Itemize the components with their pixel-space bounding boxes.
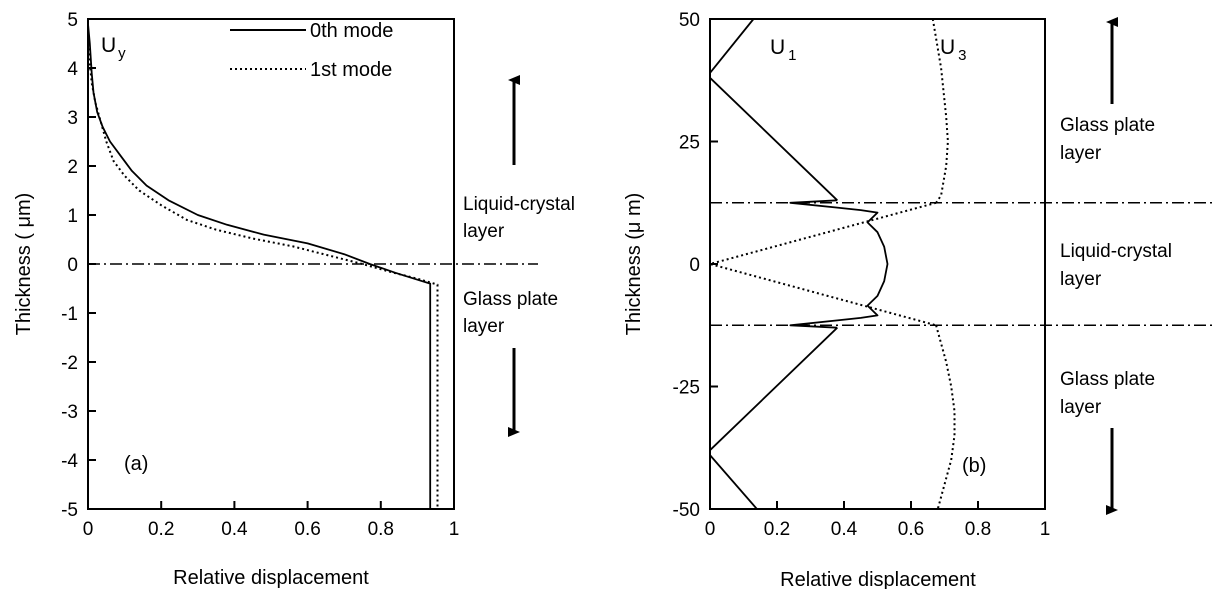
a-y-tick-label: 5 <box>67 10 78 31</box>
a-y-tick-label: -1 <box>61 304 78 325</box>
b-x-tick-label: 0.6 <box>898 519 924 540</box>
b-x-tick-label: 0.8 <box>965 519 991 540</box>
a-panel-label: (a) <box>124 453 148 475</box>
a-series-1st-mode-line-0 <box>87 43 439 509</box>
b-series-u1-line-1 <box>709 77 838 201</box>
b-plot-frame <box>709 18 1046 510</box>
a-y-tick-label: 4 <box>67 59 78 80</box>
b-x-tick-label: 1 <box>1040 519 1051 540</box>
a-y-tick-label: -2 <box>61 353 78 374</box>
b-y-tick-label: 25 <box>679 133 700 154</box>
b-panel-label: (b) <box>962 455 986 477</box>
b-x-axis-title: Relative displacement <box>780 569 976 589</box>
b-reference-lines <box>710 202 1213 326</box>
b-curves <box>709 18 956 510</box>
a-y-tick-label: 0 <box>67 255 78 276</box>
a-ticks: 0 0.2 0.4 0.6 0.8 1 5 4 3 2 1 0 -1 -2 -3 -4 -5 <box>61 10 459 540</box>
a-x-tick-label: 0.6 <box>294 519 320 540</box>
b-annotation-liquid-crystal: Liquid-crystal layer <box>1060 241 1177 290</box>
a-y-tick-label: -3 <box>61 402 78 423</box>
a-y-tick-label: 3 <box>67 108 78 129</box>
a-y-tick-label: -4 <box>61 451 78 472</box>
b-series-u1-line-0 <box>709 18 755 74</box>
a-curves <box>87 23 439 509</box>
b-y-tick-label: 50 <box>679 10 700 31</box>
a-annotation-liquid-crystal: Liquid-crystal layer <box>463 194 580 242</box>
a-x-axis-title: Relative displacement <box>173 567 369 589</box>
b-series-u3-line-1 <box>709 201 937 327</box>
b-y-tick-label: -25 <box>673 378 700 399</box>
b-x-tick-label: 0 <box>705 519 716 540</box>
a-legend-label-0th-mode: 0th mode <box>310 20 393 42</box>
a-x-tick-label: 0.4 <box>221 519 248 540</box>
a-y-tick-label: 2 <box>67 157 78 178</box>
b-annotation-glass-plate-bottom: Glass plate layer <box>1060 369 1160 418</box>
b-series-u3-line-2 <box>935 325 956 510</box>
b-annotation-glass-plate-top: Glass plate layer <box>1060 115 1160 164</box>
b-y-tick-label: -50 <box>673 500 700 521</box>
a-y-tick-label: 1 <box>67 206 78 227</box>
b-y-axis-title: Thickness (μ m) <box>623 193 645 336</box>
a-series-0th-mode-line-0 <box>87 23 432 509</box>
a-annotation-glass-plate: Glass plate layer <box>463 289 563 337</box>
a-y-tick-label: -5 <box>61 500 78 521</box>
a-x-tick-label: 0 <box>83 519 94 540</box>
a-x-tick-label: 0.8 <box>368 519 394 540</box>
b-x-tick-label: 0.4 <box>831 519 858 540</box>
a-x-tick-label: 0.2 <box>148 519 174 540</box>
b-ticks: 0 0.2 0.4 0.6 0.8 1 50 25 0 -25 -50 <box>673 10 1051 540</box>
a-legend-label-1st-mode: 1st mode <box>310 59 392 81</box>
b-series-u1-line-2 <box>789 199 889 329</box>
a-x-tick-label: 1 <box>449 519 460 540</box>
b-series-u1-line-3 <box>709 327 838 451</box>
a-y-axis-title: Thickness ( μm) <box>13 193 35 336</box>
b-series-u1-line-4 <box>709 454 758 510</box>
b-x-tick-label: 0.2 <box>764 519 790 540</box>
b-y-tick-label: 0 <box>689 255 700 276</box>
a-legend: 0th mode 1st mode <box>230 20 393 81</box>
